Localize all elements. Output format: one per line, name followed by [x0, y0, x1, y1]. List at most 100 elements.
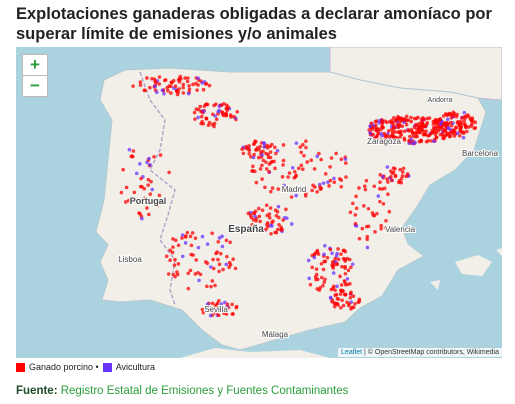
farm-dot [169, 91, 173, 95]
farm-dot [262, 141, 266, 145]
farm-dot [167, 170, 171, 175]
farm-dot [210, 231, 215, 236]
farm-dot [274, 213, 279, 218]
farm-dot [307, 276, 311, 281]
attribution-link[interactable]: Leaflet [341, 349, 363, 356]
farm-dot [264, 160, 268, 164]
farm-dot [231, 257, 235, 261]
farm-dot [459, 125, 463, 129]
farm-dot [447, 126, 452, 131]
farm-dot [281, 218, 285, 222]
farm-dot [409, 115, 413, 120]
farm-dot [276, 227, 280, 232]
farm-dot [314, 267, 319, 271]
place-label: Sevilla [204, 305, 228, 314]
farm-dot [289, 195, 294, 199]
farm-dot [163, 78, 168, 82]
farm-dot [224, 312, 229, 316]
farm-dot [328, 178, 333, 183]
attribution: Leaflet | © OpenStreetMap contributors, … [338, 348, 502, 357]
farm-dot [329, 156, 334, 160]
farm-dot [362, 204, 366, 208]
farm-dot [286, 175, 290, 179]
farm-dot [452, 129, 456, 133]
farm-dot [276, 187, 281, 191]
farm-dot [434, 130, 439, 135]
farm-dot [304, 191, 308, 196]
farm-dot [298, 145, 303, 149]
farm-dot [207, 83, 212, 88]
farm-dot [260, 163, 264, 168]
farm-dot [292, 176, 297, 180]
farm-dot [392, 115, 396, 120]
farm-dot [168, 258, 172, 263]
farm-dot [228, 113, 233, 117]
farm-dot [405, 118, 409, 122]
farm-dot [366, 206, 371, 211]
farm-dot [215, 301, 220, 306]
farm-dot [158, 153, 163, 157]
farm-dot [357, 186, 361, 190]
farm-dot [157, 75, 162, 79]
farm-dot [412, 116, 417, 121]
farm-dot [368, 124, 372, 128]
zoom-out[interactable]: − [22, 75, 48, 97]
farm-dot [400, 117, 405, 122]
farm-dot [419, 138, 423, 143]
farm-dot [369, 121, 374, 126]
farm-dot [432, 127, 437, 131]
farm-dot [205, 284, 209, 289]
farm-dot [138, 80, 143, 84]
farm-dot [275, 210, 280, 214]
farm-dot [387, 209, 392, 214]
farm-dot [333, 288, 337, 293]
farm-dot [328, 247, 333, 252]
farm-dot [225, 302, 230, 307]
farm-dot [273, 166, 277, 171]
farm-dot [204, 116, 209, 121]
farm-dot [260, 208, 265, 213]
farm-dot [154, 90, 159, 95]
farm-dot [383, 133, 387, 138]
farm-dot [374, 119, 379, 123]
farm-dot [344, 161, 348, 165]
farm-dot [261, 158, 266, 163]
farm-dot [432, 139, 436, 144]
farm-dot [353, 213, 358, 217]
farm-dot [149, 179, 153, 184]
farm-dot [274, 151, 278, 156]
place-label: Málaga [262, 330, 289, 339]
farm-dot [152, 154, 156, 159]
zoom-in[interactable]: + [22, 54, 48, 76]
farm-dot [280, 175, 285, 179]
source-link[interactable]: Registro Estatal de Emisiones y Fuentes … [60, 385, 349, 397]
farm-dot [325, 255, 330, 260]
farm-dot [335, 251, 339, 256]
farm-dot [256, 155, 261, 160]
farm-dot [268, 155, 273, 160]
farm-dot [219, 103, 224, 107]
farm-dot [176, 262, 181, 266]
farm-dot [439, 122, 443, 126]
farm-dot [203, 260, 208, 264]
farm-dot [252, 141, 257, 146]
farm-dot [333, 301, 338, 306]
farm-dot [312, 167, 317, 171]
farm-dot [462, 110, 467, 115]
farm-dot [294, 141, 299, 145]
farm-dot [406, 128, 411, 132]
farm-dot [346, 303, 351, 308]
farm-dot [364, 224, 369, 229]
farm-dot [193, 117, 197, 121]
farm-dot [191, 253, 195, 257]
farm-dot [462, 119, 466, 124]
farm-dot [157, 82, 162, 86]
farm-dot [266, 152, 270, 157]
farm-dot [342, 292, 347, 297]
farm-dot [212, 124, 216, 129]
farm-dot [286, 186, 291, 191]
farm-dot [323, 172, 328, 176]
place-label: Valencia [385, 225, 416, 234]
farm-dot [137, 211, 141, 215]
farm-dot [273, 145, 277, 150]
